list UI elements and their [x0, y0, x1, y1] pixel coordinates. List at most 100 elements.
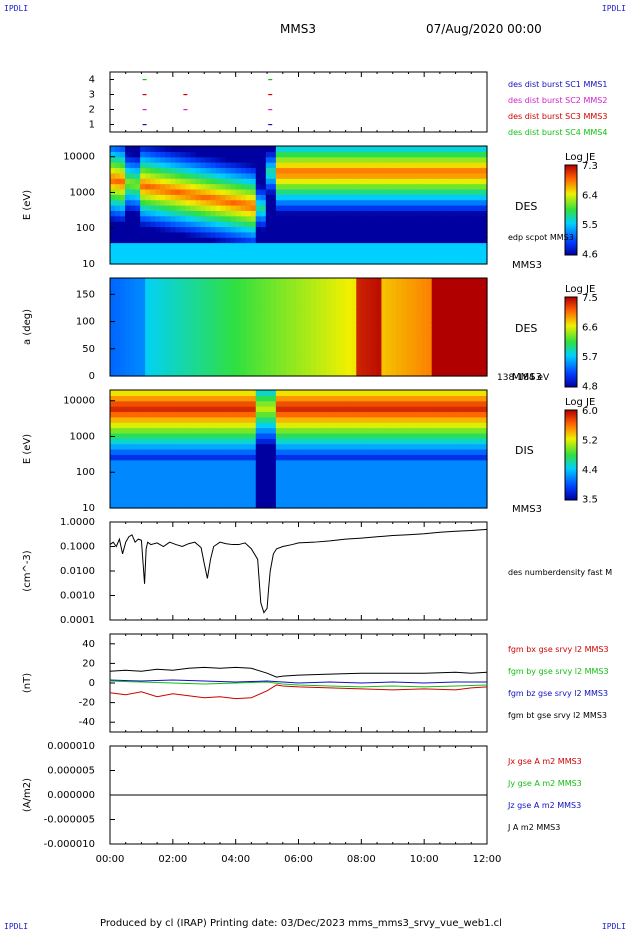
heatmap-cell	[240, 491, 247, 498]
heatmap-cell	[326, 491, 332, 498]
heatmap-cell	[130, 497, 136, 504]
heatmap-cell	[125, 237, 131, 244]
heatmap-cell	[481, 178, 488, 185]
heatmap-cell	[130, 449, 136, 455]
heatmap-cell	[446, 172, 453, 179]
heatmap-cell	[280, 146, 287, 152]
heatmap-cell	[461, 199, 468, 206]
heatmap-cell	[351, 286, 357, 292]
heatmap-cell	[441, 247, 448, 254]
heatmap-cell	[215, 459, 222, 466]
heatmap-cell	[175, 205, 181, 211]
heatmap-cell	[225, 411, 232, 418]
heatmap-cell	[446, 237, 453, 244]
heatmap-cell	[135, 406, 141, 413]
heatmap-cell	[145, 416, 151, 423]
heatmap-cell	[451, 247, 458, 254]
heatmap-cell	[406, 188, 413, 195]
heatmap-cell	[230, 300, 237, 306]
heatmap-cell	[341, 459, 347, 466]
heatmap-cell	[180, 362, 186, 368]
heatmap-cell	[341, 318, 347, 324]
heatmap-cell	[220, 313, 227, 319]
heatmap-cell	[331, 481, 337, 488]
heatmap-cell	[120, 395, 126, 402]
heatmap-cell	[306, 497, 312, 504]
heatmap-cell	[120, 194, 126, 201]
heatmap-cell	[155, 422, 161, 429]
heatmap-cell	[280, 400, 287, 407]
heatmap-cell	[230, 278, 237, 284]
heatmap-cell	[376, 349, 383, 355]
heatmap-cell	[336, 205, 342, 211]
heatmap-cell	[210, 454, 217, 461]
colorbar-tick-label: 7.5	[582, 293, 598, 304]
heatmap-cell	[205, 502, 212, 509]
heatmap-cell	[290, 295, 297, 301]
heatmap-cell	[170, 282, 176, 288]
heatmap-cell	[240, 502, 247, 509]
heatmap-cell	[185, 459, 192, 466]
heatmap-cell	[125, 395, 131, 402]
heatmap-cell	[381, 459, 388, 466]
heatmap-cell	[235, 151, 242, 158]
heatmap-cell	[120, 470, 126, 477]
heatmap-cell	[366, 449, 372, 455]
heatmap-cell	[351, 432, 357, 439]
heatmap-cell	[275, 358, 282, 364]
heatmap-cell	[240, 331, 247, 337]
heatmap-cell	[451, 231, 458, 238]
heatmap-cell	[130, 491, 136, 498]
heatmap-cell	[130, 156, 136, 163]
heatmap-cell	[321, 318, 327, 324]
heatmap-cell	[240, 215, 247, 222]
heatmap-cell	[190, 491, 197, 498]
heatmap-cell	[225, 465, 232, 472]
heatmap-cell	[396, 465, 403, 472]
heatmap-cell	[381, 390, 388, 396]
heatmap-cell	[306, 286, 312, 292]
heatmap-cell	[290, 205, 297, 211]
heatmap-cell	[255, 340, 262, 346]
heatmap-cell	[210, 502, 217, 509]
heatmap-cell	[366, 443, 372, 450]
heatmap-cell	[381, 146, 388, 152]
heatmap-cell	[255, 406, 262, 413]
heatmap-cell	[471, 242, 478, 249]
heatmap-cell	[361, 247, 367, 254]
heatmap-cell	[326, 340, 332, 346]
heatmap-cell	[120, 188, 126, 195]
heatmap-cell	[356, 454, 362, 461]
heatmap-cell	[275, 178, 282, 185]
heatmap-cell	[175, 146, 181, 152]
heatmap-cell	[130, 291, 136, 297]
heatmap-cell	[285, 344, 292, 350]
heatmap-cell	[436, 156, 443, 163]
heatmap-cell	[331, 146, 337, 152]
heatmap-cell	[165, 443, 171, 450]
heatmap-cell	[396, 146, 403, 152]
heatmap-cell	[290, 335, 297, 341]
heatmap-cell	[341, 210, 347, 217]
heatmap-cell	[461, 318, 468, 324]
heatmap-cell	[376, 221, 383, 228]
heatmap-cell	[341, 258, 347, 265]
heatmap-cell	[321, 215, 327, 222]
heatmap-cell	[150, 335, 156, 341]
heatmap-cell	[140, 253, 146, 260]
heatmap-cell	[280, 502, 287, 509]
heatmap-cell	[195, 253, 202, 260]
heatmap-cell	[446, 300, 453, 306]
heatmap-cell	[391, 335, 398, 341]
heatmap-cell	[376, 502, 383, 509]
heatmap-cell	[461, 358, 468, 364]
heatmap-cell	[280, 253, 287, 260]
heatmap-cell	[456, 362, 463, 368]
heatmap-cell	[381, 178, 388, 185]
heatmap-cell	[210, 291, 217, 297]
heatmap-cell	[260, 318, 267, 324]
heatmap-cell	[336, 400, 342, 407]
heatmap-cell	[451, 340, 458, 346]
heatmap-cell	[391, 427, 398, 434]
heatmap-cell	[356, 465, 362, 472]
